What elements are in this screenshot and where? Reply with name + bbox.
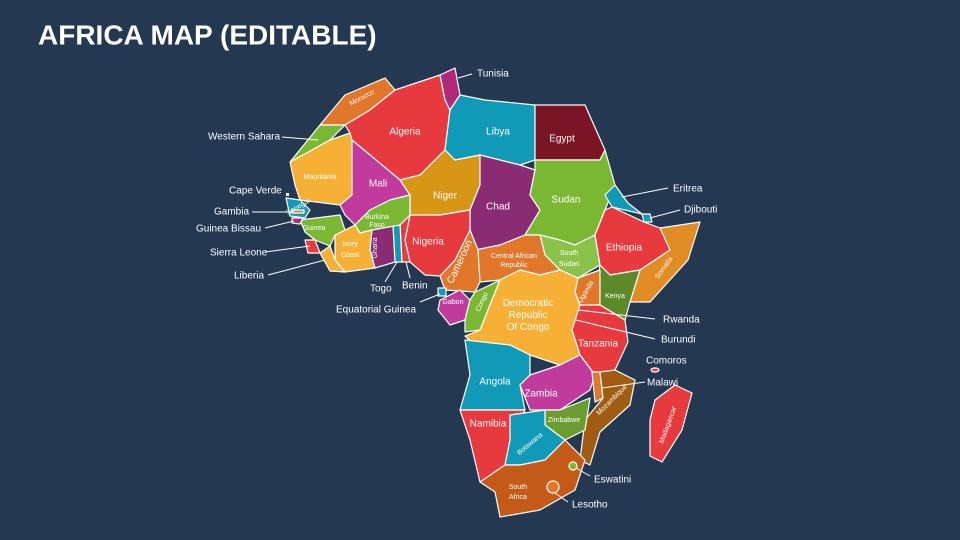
country-label: Democratic Republic Of Congo [503,298,554,333]
callout-label: Liberia [234,271,264,282]
country-label: Tanzania [578,339,618,350]
callout-label: Cape Verde [229,186,282,197]
country-label: Kenya [605,293,625,300]
djibouti [641,213,653,223]
cape-verde [286,193,289,196]
callout-label: Eswatini [594,475,631,486]
callout-line [601,381,646,389]
country-label: Gabon [442,299,463,306]
label-line: Ivory [342,241,358,248]
callout-label: Sierra Leone [210,248,268,259]
callout-label: Equatorial Guinea [336,305,416,316]
label-line: Faso [369,222,385,229]
callout-line [264,245,311,253]
liberia [319,245,346,273]
country-label: Burkina Faso [365,214,389,229]
callout-label: Gambia [214,207,249,218]
country-label: Egypt [549,134,575,145]
label-line: Burkina [365,214,389,221]
callout-label: Western Sahara [208,132,281,143]
callout-label: Lesotho [572,500,608,511]
callout-label: Burundi [661,335,695,346]
callout-line [575,467,591,477]
country-label: South Africa [509,484,527,501]
somalia [629,221,701,303]
title: AFRICA MAP (EDITABLE) [38,19,377,50]
south-africa [479,439,586,518]
callouts: Tunisia Western Sahara Cape Verde Gambia… [196,69,717,511]
callout-line [621,187,669,198]
country-label: Zambia [524,389,558,400]
country-label: Central African Republic [491,253,537,269]
callout-line [457,73,473,79]
country-label: Namibia [470,419,507,430]
callout-line [554,492,569,503]
country-label: Angola [479,377,511,388]
guinea [299,214,346,247]
label-line: Democratic [503,298,554,309]
callout-label: Comoros [646,356,687,367]
label-line: South [560,250,578,257]
eritrea [604,184,643,215]
country-label: Mauritania [304,174,337,181]
country-label: Zimbabwe [548,417,580,424]
lesotho [546,480,560,494]
callout-label: Benin [402,281,428,292]
callout-line [575,319,656,340]
callout-label: Rwanda [663,315,700,326]
label-line: Africa [509,494,527,501]
label-line: Of Congo [507,322,550,333]
angola [459,339,531,411]
country-label: Nigeria [412,237,444,248]
madagascar [649,384,693,463]
callout-label: Eritrea [673,184,703,195]
country-label: Chad [486,202,510,213]
label-line: South [509,484,527,491]
callout-line [649,209,681,219]
callout-line [264,220,295,229]
eswatini [568,461,578,471]
country-label: Algeria [389,127,421,138]
label-line: Republic [509,310,548,321]
country-label: Ghana [372,237,379,258]
callout-label: Djibouti [684,205,717,216]
country-label: Guinea [303,225,326,232]
callout-line [384,261,398,283]
country-label: South Sudan [559,250,579,268]
label-line: Coast [341,252,359,259]
country-label: Mali [369,179,387,190]
mozambique [579,369,636,466]
label-line: Republic [500,262,528,269]
comoros [650,367,660,373]
callout-line [267,259,326,276]
zambia [519,354,596,411]
callout-label: Togo [370,284,392,295]
label-line: Sudan [559,261,579,268]
callout-label: Tunisia [477,69,509,80]
countries [285,67,701,518]
callout-line [419,293,441,303]
country-label: Niger [433,191,458,202]
label-line: Central African [491,253,537,260]
country-label: Sudan [552,195,581,206]
callout-line [577,309,656,320]
country-label: Ethiopia [606,243,643,254]
callout-label: Malawi [647,378,678,389]
callout-line [405,261,411,279]
country-label: Libya [486,127,510,138]
callout-label: Guinea Bissau [196,224,261,235]
callout-line [281,136,319,141]
country-label: Ivory Coast [341,241,359,259]
